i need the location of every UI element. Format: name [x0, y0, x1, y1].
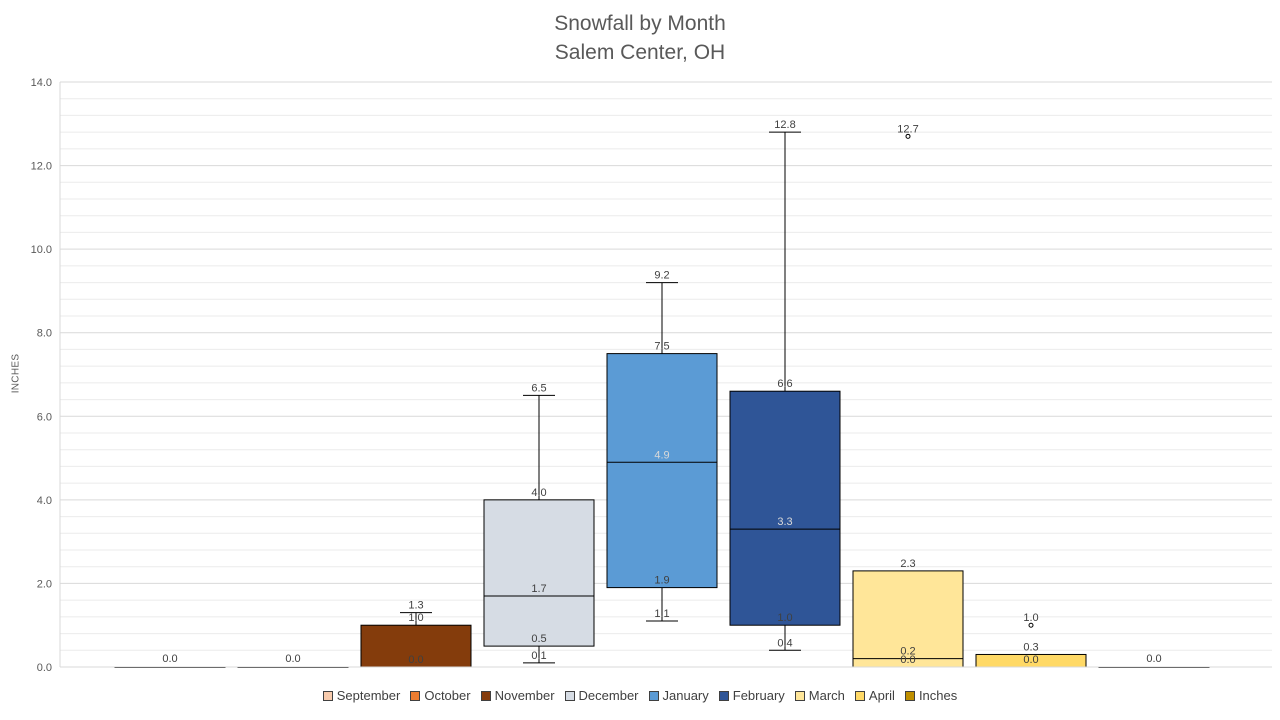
- data-label: 2.3: [900, 558, 915, 570]
- legend-item: October: [410, 688, 471, 703]
- legend-label: February: [732, 688, 785, 703]
- legend-item: February: [718, 688, 785, 703]
- data-label: 1.0: [777, 612, 792, 624]
- legend-label: October: [424, 688, 471, 703]
- box-december: [483, 499, 595, 647]
- box-march: [852, 570, 964, 668]
- y-tick-label: 12.0: [31, 161, 52, 173]
- data-label: 6.5: [531, 382, 546, 394]
- data-label: 4.9: [654, 449, 669, 461]
- legend-item: November: [480, 688, 555, 703]
- y-tick-label: 6.0: [37, 411, 52, 423]
- y-tick-label: 10.0: [31, 244, 52, 256]
- legend-label: December: [578, 688, 639, 703]
- legend-label: Inches: [918, 688, 958, 703]
- data-label: 7.5: [654, 341, 669, 353]
- data-label: 0.5: [531, 633, 546, 645]
- legend-label: January: [662, 688, 709, 703]
- y-tick-label: 14.0: [31, 77, 52, 89]
- data-label: 1.0: [1023, 612, 1038, 624]
- data-label: 0.3: [1023, 641, 1038, 653]
- data-label: 0.0: [285, 653, 300, 665]
- box-february: [729, 390, 841, 626]
- legend-swatch: [480, 690, 491, 701]
- data-label: 0.4: [777, 637, 792, 649]
- legend-swatch: [718, 690, 729, 701]
- legend-item: April: [854, 688, 895, 703]
- y-tick-label: 2.0: [37, 578, 52, 590]
- data-label: 1.7: [531, 583, 546, 595]
- box-january: [606, 353, 718, 589]
- data-label: 1.3: [408, 600, 423, 612]
- legend-swatch: [410, 690, 421, 701]
- y-tick-label: 4.0: [37, 495, 52, 507]
- data-label: 0.0: [1146, 653, 1161, 665]
- data-label: 9.2: [654, 270, 669, 282]
- data-label: 3.3: [777, 516, 792, 528]
- data-label: 1.0: [408, 612, 423, 624]
- y-tick-label: 8.0: [37, 328, 52, 340]
- legend-swatch: [904, 690, 915, 701]
- data-label: 12.8: [774, 119, 795, 131]
- box-november: [360, 624, 472, 668]
- data-label: 4.0: [531, 487, 546, 499]
- data-label: 12.7: [897, 123, 918, 135]
- y-tick-label: 0.0: [37, 662, 52, 674]
- legend-item: September: [322, 688, 401, 703]
- legend-swatch: [794, 690, 805, 701]
- outlier-point: [905, 133, 911, 139]
- data-label: 6.6: [777, 378, 792, 390]
- data-label: 0.1: [531, 650, 546, 662]
- legend-swatch: [854, 690, 865, 701]
- legend-label: April: [868, 688, 895, 703]
- data-label: 0.0: [162, 653, 177, 665]
- legend-item: December: [564, 688, 639, 703]
- data-label: 0.0: [408, 654, 423, 666]
- legend-label: November: [494, 688, 555, 703]
- legend-swatch: [322, 690, 333, 701]
- legend-item: March: [794, 688, 845, 703]
- legend-label: September: [336, 688, 401, 703]
- chart-title: Snowfall by Month: [554, 12, 726, 35]
- data-label: 0.0: [900, 654, 915, 666]
- data-label: 1.9: [654, 575, 669, 587]
- data-label: 0.0: [1023, 654, 1038, 666]
- legend-item: January: [648, 688, 709, 703]
- legend: September October November December January F…: [0, 688, 1280, 703]
- legend-swatch: [648, 690, 659, 701]
- data-label: 1.1: [654, 608, 669, 620]
- chart-subtitle: Salem Center, OH: [554, 41, 726, 64]
- legend-label: March: [808, 688, 845, 703]
- data-label: 0.2: [900, 646, 915, 658]
- outlier-point: [1028, 622, 1034, 628]
- legend-item: Inches: [904, 688, 958, 703]
- legend-swatch: [564, 690, 575, 701]
